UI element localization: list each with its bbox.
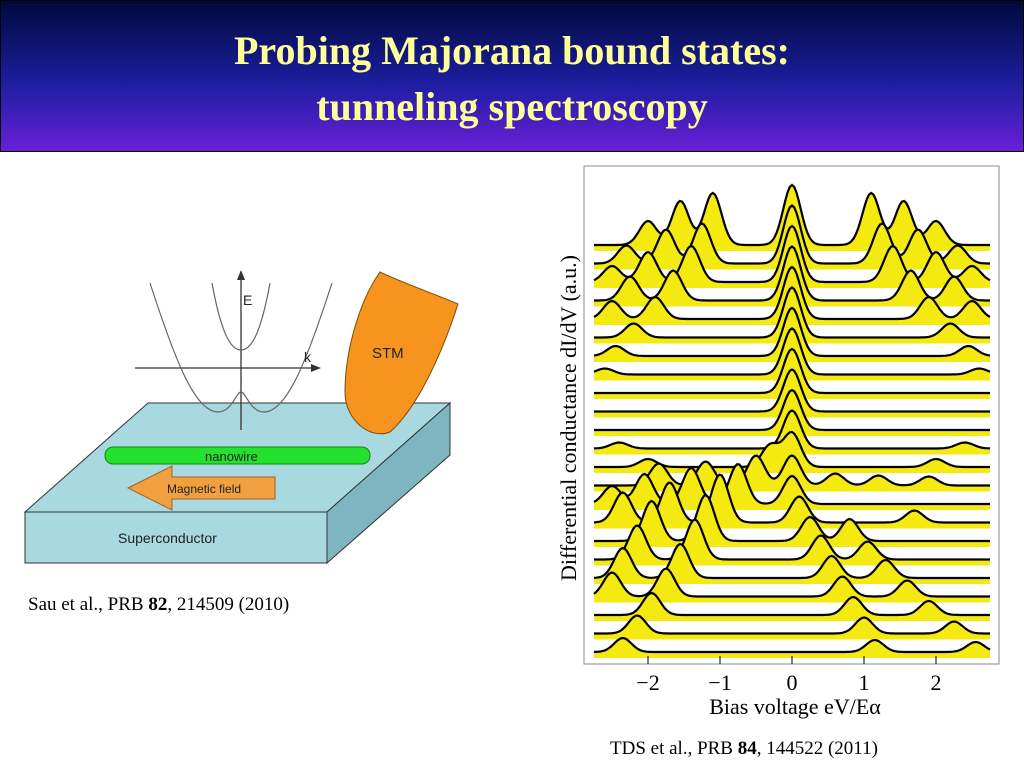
trace-fill-19 [594, 544, 990, 584]
substrate-front-face [24, 511, 328, 564]
x-axis: −2 −1 0 1 2 [636, 656, 942, 695]
reference-sau-authors: Sau et al., PRB [28, 594, 149, 615]
x-tick-label: 2 [931, 670, 942, 695]
trace-line-6 [594, 286, 990, 339]
x-tick-label: 1 [859, 670, 870, 695]
reference-tds: TDS et al., PRB 84, 144522 (2011) [610, 738, 878, 760]
trace-line-2 [594, 204, 990, 265]
momentum-axis-arrowhead [311, 364, 321, 372]
magnetic-field-arrow [126, 465, 276, 511]
trace-line-4 [594, 245, 990, 302]
slide-title-line1: Probing Majorana bound states: [234, 28, 790, 73]
dispersion-upper-curve [211, 282, 271, 351]
plot-traces [593, 183, 991, 658]
trace-line-14 [594, 454, 990, 487]
magnetic-field-label: Magnetic field [167, 482, 241, 496]
trace-fill-15 [594, 464, 990, 510]
axis-k-label: k [304, 349, 312, 365]
trace-fill-18 [594, 519, 990, 566]
nanowire-label: nanowire [205, 449, 258, 464]
trace-line-16 [593, 473, 990, 524]
trace-line-23 [594, 636, 991, 654]
trace-line-21 [594, 591, 990, 617]
trace-fill-13 [594, 432, 990, 473]
title-bar: Probing Majorana bound states: tunneling… [0, 0, 1024, 152]
reference-tds-volume: 84 [737, 738, 757, 759]
energy-axis-arrowhead [237, 270, 245, 280]
stm-tip [344, 271, 459, 435]
trace-line-17 [594, 493, 990, 543]
slide-title-line2: tunneling spectroscopy [316, 84, 708, 129]
reference-sau-rest: , 214509 (2010) [167, 594, 290, 615]
reference-tds-rest: , 144522 (2011) [756, 738, 878, 759]
trace-line-3 [593, 224, 991, 284]
trace-line-18 [594, 518, 990, 561]
x-tick-label: 0 [787, 670, 798, 695]
x-tick-label: −1 [708, 670, 731, 695]
reference-sau-volume: 82 [148, 594, 168, 615]
trace-line-9 [594, 347, 990, 395]
trace-line-7 [593, 306, 991, 358]
axis-e-label: E [243, 292, 252, 308]
trace-line-8 [593, 327, 991, 376]
trace-line-11 [594, 388, 990, 432]
stm-label: STM [372, 345, 404, 362]
trace-line-5 [593, 265, 991, 321]
x-tick-label: −2 [636, 670, 659, 695]
superconductor-label: Superconductor [118, 530, 217, 546]
reference-tds-authors: TDS et al., PRB [610, 738, 738, 759]
dispersion-lower-curve [149, 282, 333, 413]
trace-line-22 [594, 614, 990, 635]
trace-line-10 [594, 368, 990, 413]
x-axis-label: Bias voltage eV/Eα [709, 694, 881, 719]
trace-line-20 [593, 567, 990, 598]
trace-line-1 [594, 183, 990, 247]
y-axis-label: Differential conductance dI/dV (a.u.) [556, 255, 581, 581]
trace-line-12 [593, 409, 991, 450]
reference-sau: Sau et al., PRB 82, 214509 (2010) [28, 594, 289, 616]
nanowire [104, 446, 371, 465]
